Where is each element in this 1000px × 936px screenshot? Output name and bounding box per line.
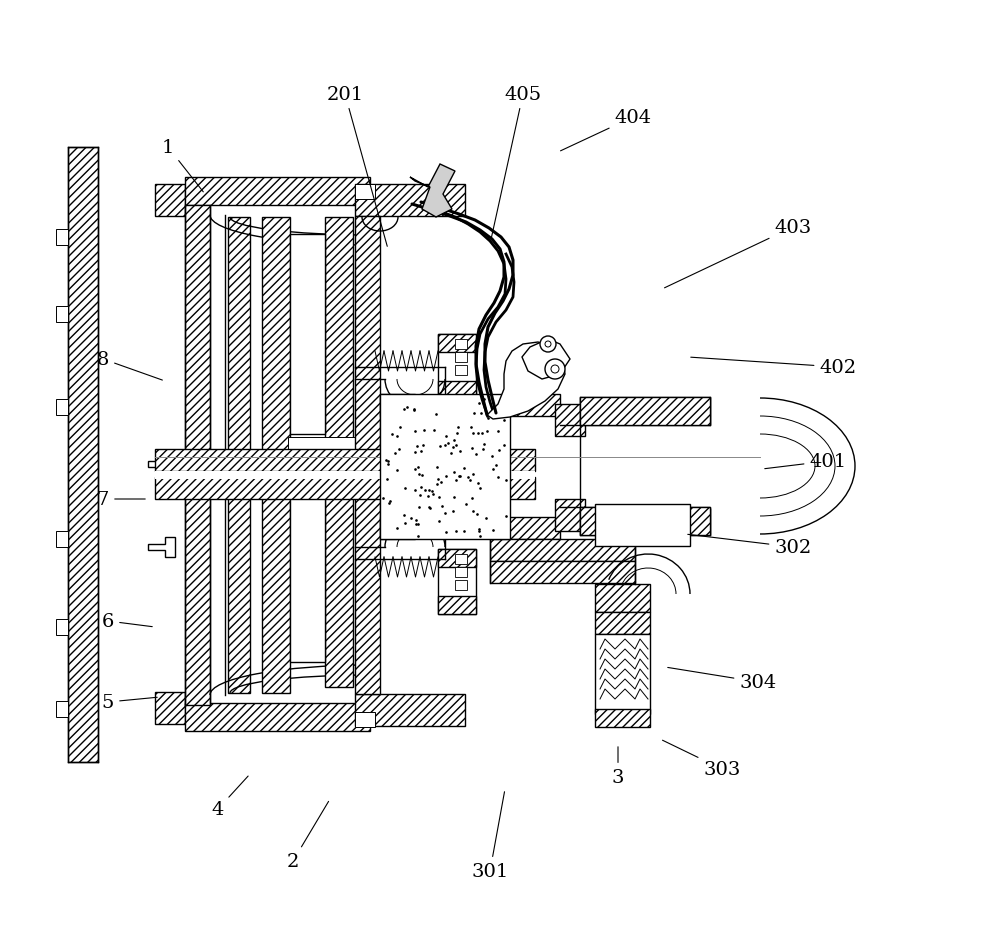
Bar xyxy=(438,335,476,400)
Bar xyxy=(325,218,353,444)
Bar xyxy=(438,596,476,614)
Text: 404: 404 xyxy=(561,109,652,152)
Bar xyxy=(355,712,375,727)
Bar xyxy=(56,532,68,548)
Bar xyxy=(355,217,380,695)
Bar xyxy=(380,518,415,539)
Bar xyxy=(580,507,710,535)
Polygon shape xyxy=(148,537,175,558)
Bar xyxy=(555,500,585,532)
Bar xyxy=(580,398,710,426)
Bar xyxy=(505,395,560,417)
Text: 1: 1 xyxy=(162,139,203,193)
Bar xyxy=(68,148,98,762)
Bar xyxy=(185,703,370,731)
Bar xyxy=(56,229,68,246)
Bar xyxy=(56,307,68,323)
Bar xyxy=(595,635,650,714)
Bar xyxy=(355,184,375,199)
Text: 2: 2 xyxy=(287,801,329,870)
Bar xyxy=(290,462,325,663)
Text: 403: 403 xyxy=(665,219,812,288)
Text: 303: 303 xyxy=(662,740,741,778)
Bar xyxy=(56,620,68,636)
Bar xyxy=(455,554,467,564)
Circle shape xyxy=(545,342,551,347)
Bar xyxy=(185,206,210,705)
Bar xyxy=(490,562,635,583)
Bar xyxy=(380,395,510,539)
Bar xyxy=(185,178,370,206)
Bar xyxy=(595,584,650,612)
Bar xyxy=(438,549,476,567)
Bar xyxy=(438,549,476,614)
Circle shape xyxy=(540,337,556,353)
Text: 5: 5 xyxy=(102,694,157,711)
Bar xyxy=(380,395,415,417)
Text: 7: 7 xyxy=(97,490,145,508)
Bar xyxy=(262,218,290,694)
Bar xyxy=(355,695,465,726)
Text: 4: 4 xyxy=(212,776,248,818)
Text: 201: 201 xyxy=(326,86,387,247)
Circle shape xyxy=(551,366,559,373)
Text: 304: 304 xyxy=(668,667,777,692)
Polygon shape xyxy=(580,507,710,535)
Polygon shape xyxy=(487,343,565,419)
Circle shape xyxy=(545,359,565,380)
Bar xyxy=(455,353,467,362)
Text: 402: 402 xyxy=(691,358,857,376)
Text: 405: 405 xyxy=(491,86,542,242)
Polygon shape xyxy=(410,165,455,218)
Polygon shape xyxy=(580,398,710,426)
Text: 3: 3 xyxy=(612,747,624,786)
Bar xyxy=(595,505,690,547)
Bar xyxy=(56,701,68,717)
Bar xyxy=(155,184,185,217)
Bar xyxy=(288,437,356,465)
Bar xyxy=(155,477,535,500)
Bar xyxy=(490,539,635,562)
Bar xyxy=(155,472,535,479)
Bar xyxy=(438,335,476,353)
Bar xyxy=(455,366,467,375)
Bar xyxy=(455,580,467,591)
Text: 401: 401 xyxy=(765,452,847,471)
Polygon shape xyxy=(148,455,175,475)
Bar xyxy=(155,449,535,472)
Bar xyxy=(505,518,560,539)
Bar xyxy=(325,462,353,687)
Polygon shape xyxy=(522,340,570,380)
Text: 6: 6 xyxy=(102,612,152,630)
Bar xyxy=(438,382,476,400)
Bar xyxy=(555,404,585,436)
Bar xyxy=(155,693,185,724)
Bar xyxy=(355,184,465,217)
Text: 8: 8 xyxy=(97,351,162,381)
Bar xyxy=(455,340,467,350)
Text: 302: 302 xyxy=(688,534,812,556)
Bar xyxy=(290,235,325,434)
Bar xyxy=(595,709,650,727)
Text: 301: 301 xyxy=(471,792,509,880)
Bar xyxy=(228,218,250,694)
Bar xyxy=(595,612,650,635)
Bar xyxy=(56,400,68,416)
Bar xyxy=(455,567,467,578)
